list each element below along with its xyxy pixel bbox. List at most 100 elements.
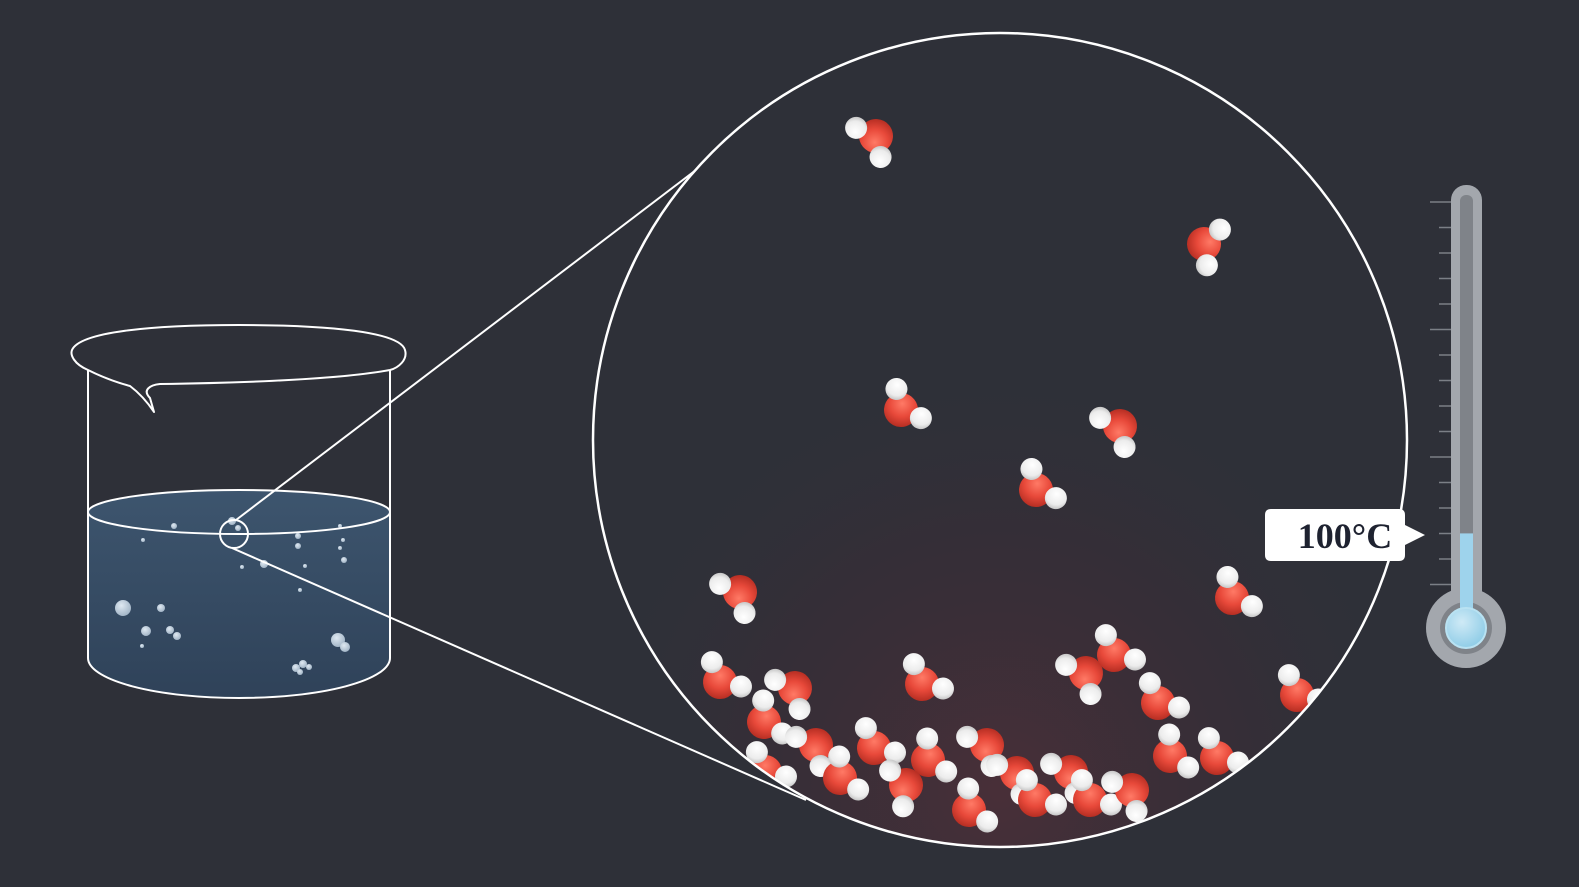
hydrogen-atom (935, 760, 958, 783)
bubble (166, 626, 174, 634)
oxygen-atom (1073, 783, 1107, 817)
bubble (306, 664, 312, 670)
water-molecule (709, 572, 757, 624)
beaker (70, 324, 407, 699)
oxygen-atom (1069, 656, 1103, 690)
bubble (141, 538, 145, 542)
bubble (340, 642, 350, 652)
hydrogen-atom (1044, 487, 1067, 510)
water-molecule (1215, 566, 1263, 618)
hydrogen-atom (916, 727, 939, 750)
water-molecule (1153, 723, 1200, 779)
hydrogen-atom (845, 116, 868, 139)
bubble (240, 565, 244, 569)
thermometer-mercury-column (1460, 533, 1473, 628)
bubble (295, 543, 301, 549)
hydrogen-atom (1079, 682, 1102, 705)
hydrogen-atom (1040, 752, 1063, 775)
water-molecule (1138, 672, 1190, 720)
hydrogen-atom (902, 653, 925, 676)
bubble (303, 564, 307, 568)
bubble (140, 644, 144, 648)
oxygen-atom (1115, 773, 1149, 807)
hydrogen-atom (729, 675, 752, 698)
magnified-view-border (591, 31, 1409, 849)
hydrogen-atom (986, 753, 1009, 776)
hydrogen-atom (1158, 723, 1181, 746)
hydrogen-atom (885, 378, 908, 401)
oxygen-atom (1200, 741, 1234, 775)
thermometer-mercury-bulb (1445, 607, 1487, 649)
oxygen-atom (1280, 678, 1314, 712)
water-molecule (1101, 770, 1149, 822)
hydrogen-atom (752, 689, 775, 712)
bubble (115, 600, 131, 616)
water-molecule (952, 777, 999, 833)
beaker-rim-outline (70, 324, 407, 413)
oxygen-atom (1215, 581, 1249, 615)
hydrogen-atom (1044, 793, 1067, 816)
hydrogen-atom (1089, 406, 1112, 429)
oxygen-atom (1019, 473, 1053, 507)
water-molecule (1070, 769, 1122, 817)
bubble (338, 524, 342, 528)
water-molecule (1187, 218, 1231, 277)
bubble (299, 660, 307, 668)
hydrogen-atom (1123, 648, 1146, 671)
oxygen-atom (970, 728, 1004, 762)
water-molecule (845, 116, 893, 168)
oxygen-atom (1018, 783, 1052, 817)
bubble (341, 557, 347, 563)
water-molecule (785, 725, 833, 777)
hydrogen-atom (700, 651, 723, 674)
oxygen-atom (778, 671, 812, 705)
hydrogen-atom (1101, 770, 1124, 793)
hydrogen-atom (1167, 696, 1190, 719)
thermometer: 100°C (1265, 185, 1506, 668)
zoom-connector-lines (231, 137, 807, 801)
oxygen-atom (1097, 638, 1131, 672)
bubble (295, 533, 301, 539)
water-molecule (1094, 624, 1146, 672)
beaker-water (88, 490, 390, 698)
temperature-reading: 100°C (1298, 516, 1392, 556)
hydrogen-atom (869, 145, 892, 168)
hydrogen-atom (733, 601, 756, 624)
hydrogen-atom (892, 795, 915, 818)
hydrogen-atom (709, 572, 732, 595)
hydrogen-atom (847, 778, 870, 801)
hydrogen-atom (1216, 566, 1239, 589)
oxygen-atom (723, 575, 757, 609)
hydrogen-atom (745, 741, 768, 764)
oxygen-atom (1103, 409, 1137, 443)
hydrogen-atom (883, 741, 906, 764)
hydrogen-atom (956, 725, 979, 748)
hydrogen-atom (788, 697, 811, 720)
water-molecule (854, 717, 906, 765)
hydrogen-atom (976, 810, 999, 833)
hydrogen-atom (1195, 254, 1218, 277)
hydrogen-atom (1113, 435, 1136, 458)
oxygen-atom (799, 728, 833, 762)
water-molecule (884, 378, 932, 430)
oxygen-atom (859, 119, 893, 153)
water-molecule (1015, 769, 1067, 817)
hydrogen-atom (879, 759, 902, 782)
hydrogen-atom (785, 725, 808, 748)
hydrogen-atom (1094, 624, 1117, 647)
water-molecule (823, 745, 870, 801)
water-molecule (879, 759, 923, 818)
bubble (298, 588, 302, 592)
hydrogen-atom (764, 668, 787, 691)
water-molecule (764, 668, 812, 720)
hydrogen-atom (854, 717, 877, 740)
hydrogen-atom (931, 677, 954, 700)
bubble (338, 546, 342, 550)
hydrogen-atom (1208, 218, 1231, 241)
hydrogen-atom (1277, 664, 1300, 687)
oxygen-atom (905, 667, 939, 701)
bubble (341, 538, 345, 542)
water-molecule (1055, 653, 1103, 705)
water-molecule (911, 727, 958, 783)
